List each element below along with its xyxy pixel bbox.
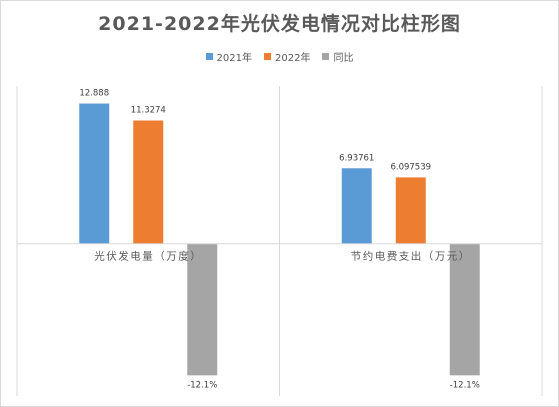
legend: 2021年 2022年 同比 xyxy=(1,49,558,64)
chart-title: 2021-2022年光伏发电情况对比柱形图 xyxy=(98,13,461,35)
legend-swatch-2021 xyxy=(205,53,213,60)
legend-item-2021: 2021年 xyxy=(205,49,252,64)
data-label: 12.888 xyxy=(79,89,109,99)
legend-item-2022: 2022年 xyxy=(264,49,310,64)
bar-2-2 xyxy=(395,177,426,244)
data-label: 6.93761 xyxy=(339,153,374,163)
data-label: 6.097539 xyxy=(390,162,431,172)
data-label: 11.3274 xyxy=(131,106,166,116)
legend-label-2021: 2021年 xyxy=(216,53,252,64)
legend-label-yoy: 同比 xyxy=(333,53,354,64)
data-label: -12.1% xyxy=(450,380,480,390)
legend-item-yoy: 同比 xyxy=(322,49,353,64)
legend-swatch-yoy xyxy=(322,53,330,60)
bar-3-1 xyxy=(187,243,218,376)
data-label: -12.1% xyxy=(187,380,217,390)
legend-label-2022: 2022年 xyxy=(275,53,311,64)
bar-1-1 xyxy=(79,103,110,244)
bar-2-1 xyxy=(133,120,164,244)
category-label: 节约电费支出（万元） xyxy=(351,250,471,263)
bar-3-2 xyxy=(449,243,480,376)
category-label: 光伏发电量（万度） xyxy=(94,250,202,263)
legend-swatch-2022 xyxy=(264,53,271,60)
bar-1-2 xyxy=(341,168,372,244)
